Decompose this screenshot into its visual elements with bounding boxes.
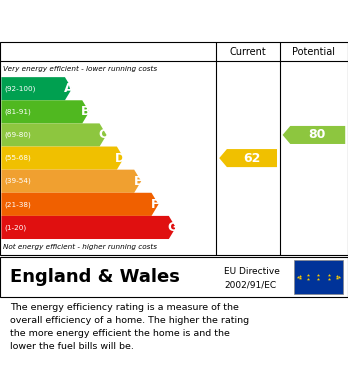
Text: G: G <box>167 221 177 234</box>
Text: Current: Current <box>230 47 267 57</box>
Text: (55-68): (55-68) <box>4 155 31 161</box>
Text: Not energy efficient - higher running costs: Not energy efficient - higher running co… <box>3 244 158 250</box>
Text: C: C <box>98 129 108 142</box>
Text: (21-38): (21-38) <box>4 201 31 208</box>
Polygon shape <box>219 149 277 167</box>
Text: 80: 80 <box>309 129 326 142</box>
Polygon shape <box>1 216 176 239</box>
FancyBboxPatch shape <box>294 260 343 294</box>
Text: Very energy efficient - lower running costs: Very energy efficient - lower running co… <box>3 66 158 72</box>
Polygon shape <box>283 126 345 144</box>
Text: (69-80): (69-80) <box>4 132 31 138</box>
Text: Potential: Potential <box>292 47 335 57</box>
Text: (39-54): (39-54) <box>4 178 31 185</box>
Text: 2002/91/EC: 2002/91/EC <box>224 280 277 289</box>
Text: (81-91): (81-91) <box>4 109 31 115</box>
Text: B: B <box>81 105 90 118</box>
Text: A: A <box>64 82 73 95</box>
Text: D: D <box>115 152 126 165</box>
Polygon shape <box>1 170 141 193</box>
Polygon shape <box>1 77 72 100</box>
Polygon shape <box>1 100 89 124</box>
Text: Energy Efficiency Rating: Energy Efficiency Rating <box>10 18 220 32</box>
Text: England & Wales: England & Wales <box>10 268 180 286</box>
Polygon shape <box>1 124 106 147</box>
Text: (92-100): (92-100) <box>4 86 35 92</box>
Polygon shape <box>1 147 124 170</box>
Text: EU Directive: EU Directive <box>224 267 280 276</box>
Text: (1-20): (1-20) <box>4 224 26 231</box>
Text: The energy efficiency rating is a measure of the
overall efficiency of a home. T: The energy efficiency rating is a measur… <box>10 303 250 351</box>
Text: E: E <box>133 175 142 188</box>
Text: F: F <box>151 198 159 211</box>
Text: 62: 62 <box>243 152 260 165</box>
Polygon shape <box>1 193 158 216</box>
